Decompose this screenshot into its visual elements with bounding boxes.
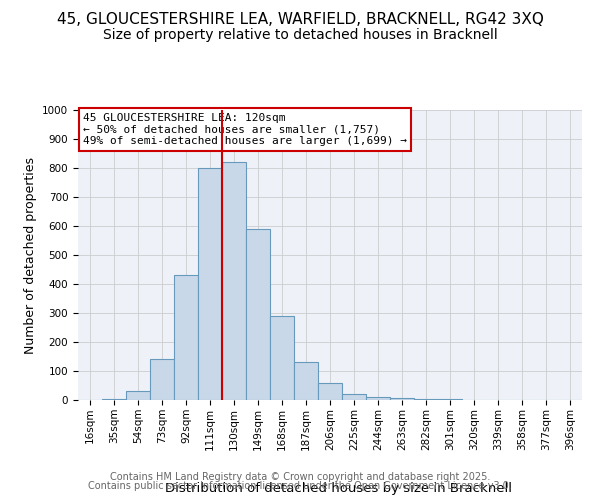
Bar <box>414 399 438 400</box>
Bar <box>150 360 174 400</box>
Bar <box>222 162 246 400</box>
Bar <box>318 382 342 400</box>
Bar <box>342 394 366 400</box>
Bar <box>270 316 294 400</box>
Text: 45, GLOUCESTERSHIRE LEA, WARFIELD, BRACKNELL, RG42 3XQ: 45, GLOUCESTERSHIRE LEA, WARFIELD, BRACK… <box>56 12 544 28</box>
Bar <box>294 362 318 400</box>
Bar <box>102 398 126 400</box>
Bar <box>366 396 390 400</box>
Text: Contains HM Land Registry data © Crown copyright and database right 2025.: Contains HM Land Registry data © Crown c… <box>110 472 490 482</box>
Bar <box>390 398 414 400</box>
Bar <box>246 229 270 400</box>
Bar <box>174 276 198 400</box>
Bar <box>126 392 150 400</box>
Text: Contains public sector information licensed under the Open Government Licence v3: Contains public sector information licen… <box>88 481 512 491</box>
Text: 45 GLOUCESTERSHIRE LEA: 120sqm
← 50% of detached houses are smaller (1,757)
49% : 45 GLOUCESTERSHIRE LEA: 120sqm ← 50% of … <box>83 113 407 146</box>
Bar <box>198 168 222 400</box>
Text: Distribution of detached houses by size in Bracknell: Distribution of detached houses by size … <box>166 482 512 495</box>
Text: Size of property relative to detached houses in Bracknell: Size of property relative to detached ho… <box>103 28 497 42</box>
Y-axis label: Number of detached properties: Number of detached properties <box>23 156 37 354</box>
